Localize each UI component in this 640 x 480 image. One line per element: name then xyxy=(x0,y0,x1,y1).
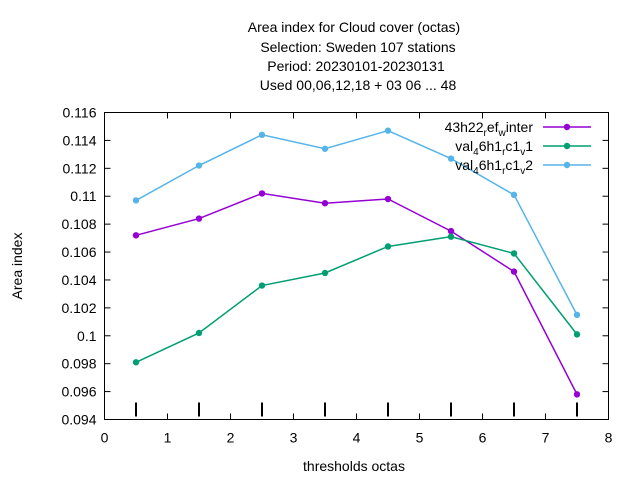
series-line xyxy=(135,192,578,395)
y-tick-label: 0.108 xyxy=(61,216,96,232)
x-tick-label: 3 xyxy=(290,430,298,446)
data-point xyxy=(447,155,455,162)
legend-marker xyxy=(563,142,571,150)
data-point xyxy=(384,195,392,203)
data-point xyxy=(258,131,266,139)
x-tick-label: 1 xyxy=(164,430,172,446)
data-point xyxy=(321,145,329,152)
y-tick-label: 0.114 xyxy=(63,132,97,148)
title-line-2: Selection: Sweden 107 stations xyxy=(260,39,455,55)
title-line-4: Used 00,06,12,18 + 03 06 ... 48 xyxy=(260,77,457,93)
legend-label: val46h1rc1v2 xyxy=(455,157,533,177)
series-line xyxy=(135,235,578,363)
data-point xyxy=(510,250,518,257)
data-point xyxy=(258,282,266,289)
x-tick-label: 0 xyxy=(101,430,109,446)
data-point xyxy=(195,162,203,169)
legend-marker xyxy=(563,123,571,131)
data-point xyxy=(510,268,518,275)
x-tick-label: 8 xyxy=(605,430,613,446)
x-tick-label: 7 xyxy=(542,430,550,446)
x-tick-label: 2 xyxy=(227,430,235,446)
title-line-3: Period: 20230101-20230131 xyxy=(267,58,445,74)
y-axis: 0.094 0.096 0.098 0.1 0.102 0.104 0.106 0.108 0.… xyxy=(61,105,609,428)
series-1 xyxy=(132,190,581,398)
data-point xyxy=(195,215,203,222)
legend-marker xyxy=(563,161,571,169)
data-point xyxy=(195,329,203,337)
legend-entry-2: val46h1rc1v1 xyxy=(455,138,591,158)
y-tick-label: 0.094 xyxy=(61,412,96,428)
x-axis: 0 1 2 3 4 5 6 7 8 xyxy=(101,112,613,446)
data-point xyxy=(132,197,140,204)
legend-entry-3: val46h1rc1v2 xyxy=(455,157,591,177)
x-tick-label: 5 xyxy=(416,430,424,446)
y-axis-label: Area index xyxy=(9,233,25,300)
series-3 xyxy=(132,127,581,319)
y-tick-label: 0.112 xyxy=(63,160,97,176)
x-tick-label: 4 xyxy=(353,430,361,446)
legend-label: 43h22refwinter xyxy=(445,119,534,139)
data-point xyxy=(447,227,455,235)
data-point xyxy=(573,331,581,338)
data-point xyxy=(573,391,581,398)
data-point xyxy=(384,127,392,134)
x-axis-label: thresholds octas xyxy=(303,458,405,474)
title-line-1: Area index for Cloud cover (octas) xyxy=(248,19,460,35)
series-line xyxy=(135,129,578,316)
y-tick-label: 0.11 xyxy=(70,188,96,204)
data-point xyxy=(321,200,329,207)
threshold-markers xyxy=(135,402,578,417)
data-point xyxy=(321,269,329,277)
y-tick-label: 0.104 xyxy=(61,272,96,288)
data-point xyxy=(573,311,581,319)
y-tick-label: 0.1 xyxy=(77,328,97,344)
legend-entry-1: 43h22refwinter xyxy=(445,119,591,139)
y-tick-label: 0.102 xyxy=(61,300,96,316)
series-layer xyxy=(132,127,581,398)
data-point xyxy=(510,191,518,199)
legend-label: val46h1rc1v1 xyxy=(455,138,533,158)
y-tick-label: 0.096 xyxy=(61,384,96,400)
y-tick-label: 0.098 xyxy=(61,356,96,372)
chart-title: Area index for Cloud cover (octas) Selec… xyxy=(248,19,460,93)
y-tick-label: 0.116 xyxy=(63,105,97,121)
data-point xyxy=(132,232,140,239)
data-point xyxy=(447,233,455,240)
data-point xyxy=(384,243,392,250)
y-tick-label: 0.106 xyxy=(61,244,96,260)
data-point xyxy=(258,190,266,197)
data-point xyxy=(132,359,140,366)
series-2 xyxy=(132,233,581,366)
x-tick-label: 6 xyxy=(479,430,487,446)
